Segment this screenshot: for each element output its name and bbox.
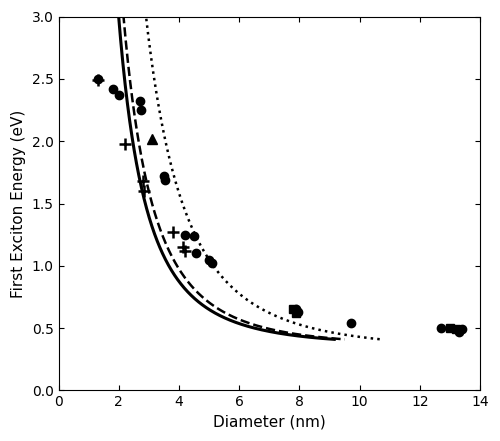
- X-axis label: Diameter (nm): Diameter (nm): [213, 415, 326, 430]
- Y-axis label: First Exciton Energy (eV): First Exciton Energy (eV): [11, 109, 26, 298]
